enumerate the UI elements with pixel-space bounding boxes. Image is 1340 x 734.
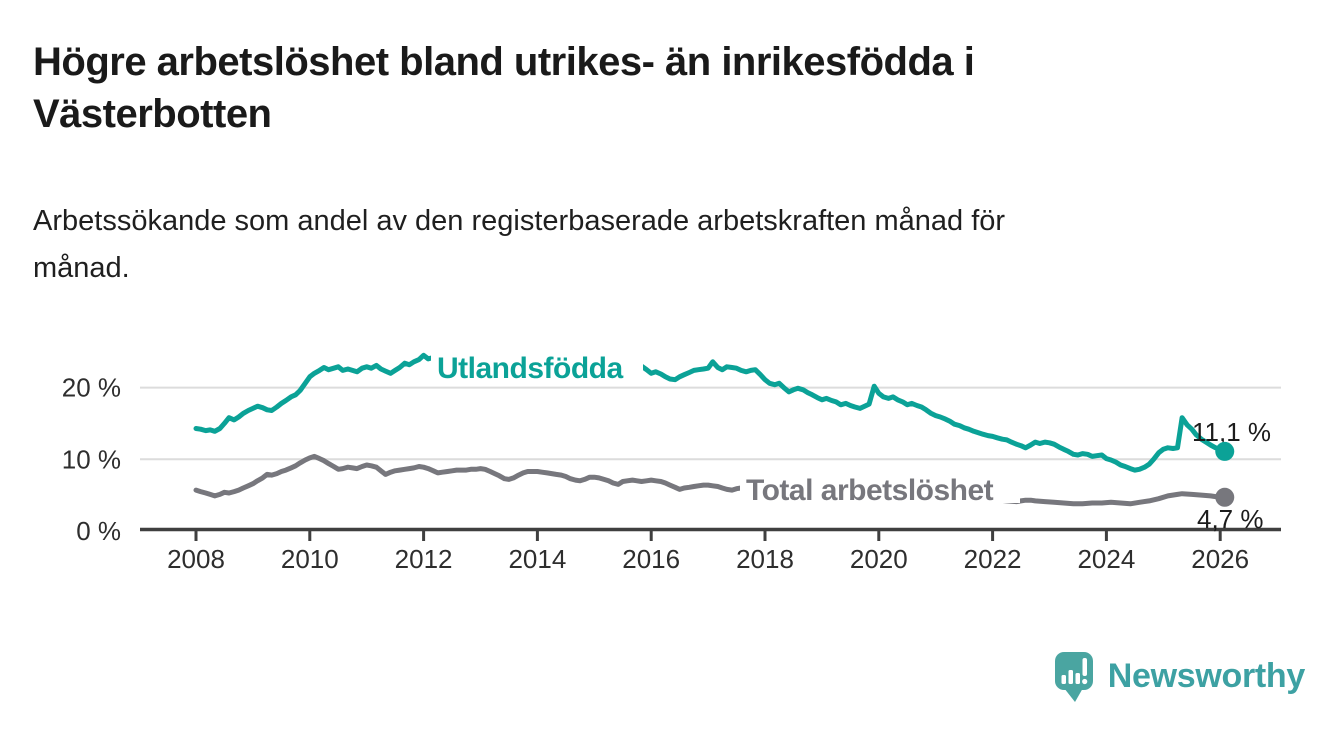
x-tick-label-2022: 2022 <box>964 544 1022 574</box>
x-tick-label-2026: 2026 <box>1191 544 1249 574</box>
x-tick-label-2020: 2020 <box>850 544 908 574</box>
series-label-utlandsfodda: Utlandsfödda <box>437 352 623 385</box>
x-tick-label-2010: 2010 <box>281 544 339 574</box>
series-label-bg-utlandsfodda <box>431 351 643 382</box>
series-label-total-arbetsloshet: Total arbetslöshet <box>746 474 994 507</box>
end-value-label-utlandsfodda: 11,1 % <box>1192 417 1271 447</box>
y-tick-label-20: 20 % <box>62 373 121 403</box>
end-dot-total-arbetsloshet <box>1215 487 1235 507</box>
series-line-total-arbetsloshet <box>193 453 1228 507</box>
x-tick-label-2008: 2008 <box>167 544 225 574</box>
chart-subtitle: Arbetssökande som andel av den registerb… <box>33 198 1283 292</box>
page-title: Högre arbetslöshet bland utrikes- än inr… <box>33 36 1283 140</box>
chart-subtitle-line-1: Arbetssökande som andel av den registerb… <box>33 205 1006 237</box>
x-tick-label-2016: 2016 <box>622 544 680 574</box>
y-tick-label-10: 10 % <box>62 444 121 474</box>
end-value-label-total-arbetsloshet: 4,7 % <box>1197 504 1264 534</box>
series-line-utlandsfodda <box>193 352 1228 473</box>
x-tick-label-2018: 2018 <box>736 544 794 574</box>
page-title-line-2: Västerbotten <box>33 92 272 136</box>
x-tick-label-2024: 2024 <box>1077 544 1135 574</box>
page-title-line-1: Högre arbetslöshet bland utrikes- än inr… <box>33 40 975 84</box>
series-label-bg-total-arbetsloshet <box>740 473 1020 503</box>
end-dot-utlandsfodda <box>1215 441 1235 461</box>
newsworthy-logo-text: Newsworthy <box>1107 656 1306 695</box>
speech-bubble-bar-chart-icon <box>1054 652 1093 702</box>
y-tick-label-0: 0 % <box>76 516 121 546</box>
x-tick-label-2012: 2012 <box>395 544 453 574</box>
newsworthy-logo: Newsworthy <box>1054 650 1305 702</box>
x-tick-label-2014: 2014 <box>508 544 566 574</box>
chart-subtitle-line-2: månad. <box>33 252 130 284</box>
